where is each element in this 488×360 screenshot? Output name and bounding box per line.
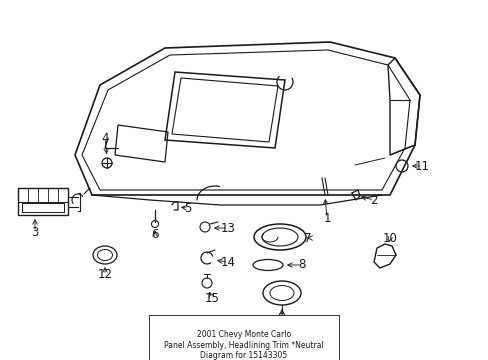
- Text: 14: 14: [220, 256, 235, 269]
- Text: 2: 2: [369, 194, 377, 207]
- Text: 6: 6: [151, 229, 159, 242]
- Text: 8: 8: [298, 258, 305, 271]
- Text: 3: 3: [31, 225, 39, 238]
- Text: 10: 10: [382, 231, 397, 244]
- Text: 2001 Chevy Monte Carlo
Panel Assembly, Headlining Trim *Neutral
Diagram for 1514: 2001 Chevy Monte Carlo Panel Assembly, H…: [164, 330, 323, 360]
- Text: 5: 5: [184, 202, 191, 215]
- Text: 1: 1: [323, 211, 330, 225]
- Text: 11: 11: [414, 159, 428, 172]
- Text: 12: 12: [97, 269, 112, 282]
- Text: 9: 9: [278, 320, 285, 333]
- Text: 4: 4: [101, 131, 108, 144]
- Text: 7: 7: [304, 231, 311, 244]
- Text: 15: 15: [204, 292, 219, 305]
- Text: 13: 13: [220, 221, 235, 234]
